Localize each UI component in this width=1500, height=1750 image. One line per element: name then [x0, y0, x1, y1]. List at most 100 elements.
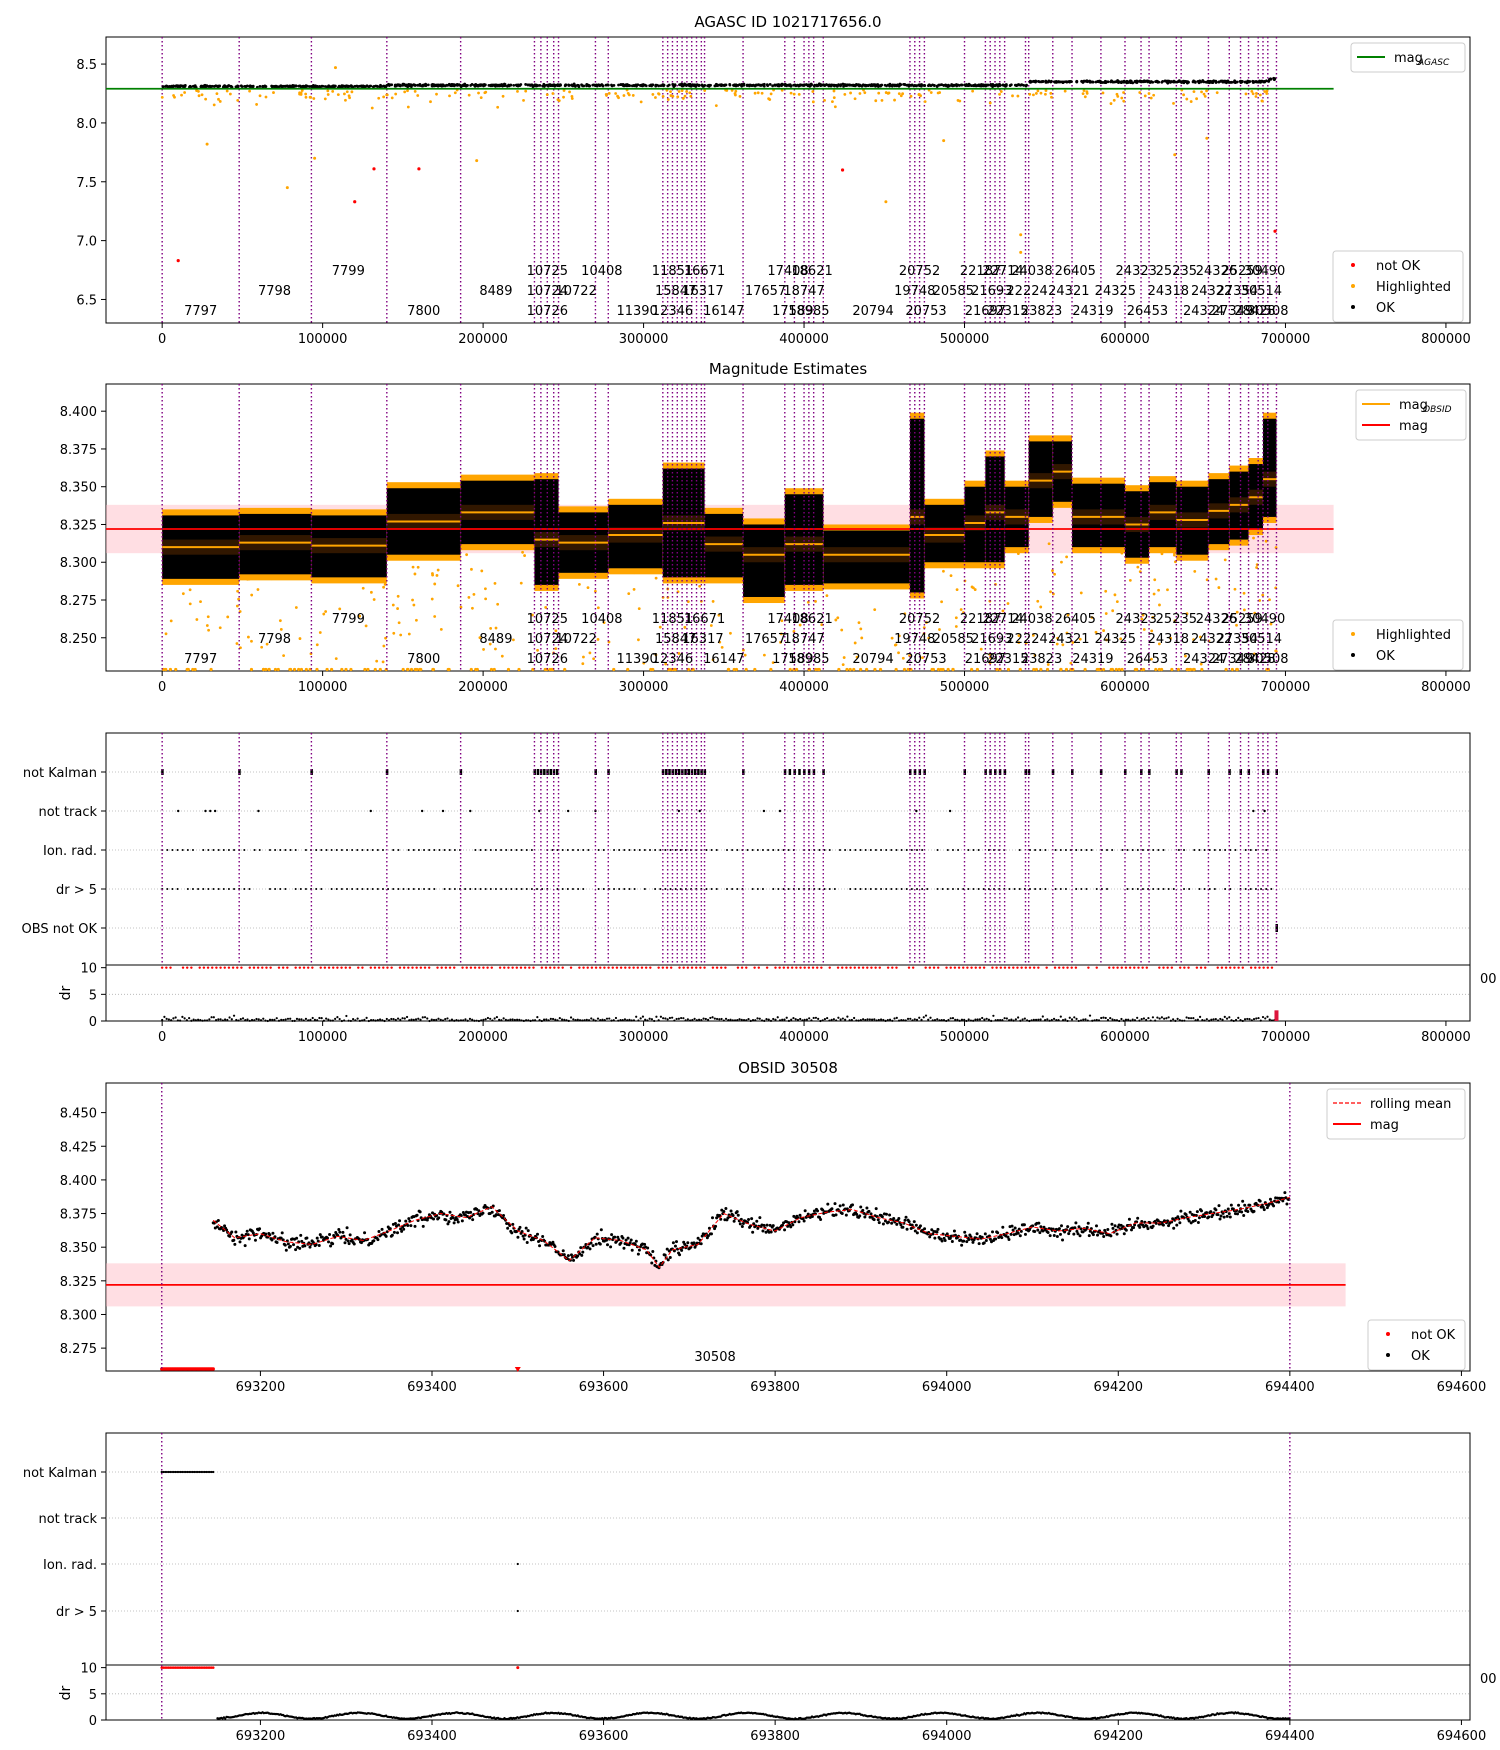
flag-mark: [613, 888, 616, 890]
highlighted-point: [1157, 588, 1160, 592]
highlighted-point: [954, 625, 958, 628]
obsid-label: 15847: [655, 284, 696, 299]
obsid-label: 30508: [694, 1350, 735, 1365]
dr-low-point: [446, 1017, 449, 1020]
dr-high-point: [1199, 966, 1203, 969]
flag-mark: [217, 849, 220, 851]
highlighted-point: [298, 91, 302, 95]
dr-low-point: [1207, 1019, 1211, 1022]
obsid-label: 7797: [184, 652, 217, 667]
ok-point: [315, 1236, 319, 1240]
highlighted-point: [858, 92, 862, 95]
highlighted-point: [899, 94, 903, 98]
obsid-label: 8489: [479, 632, 512, 647]
ok-point: [678, 1253, 682, 1257]
highlighted-point: [860, 636, 864, 640]
not-kalman-mark: [1266, 769, 1270, 775]
highlighted-point: [672, 667, 676, 672]
obsid-label: 20794: [852, 652, 893, 667]
flags-axes-frame: [105, 732, 1471, 966]
obsid-label: 22187: [960, 612, 1001, 627]
ok-point: [1072, 1232, 1076, 1236]
dr-low-point: [334, 1017, 337, 1021]
ok-point: [283, 1243, 287, 1247]
ok-point: [858, 83, 862, 87]
ok-point: [177, 84, 181, 88]
dr-low-point: [940, 1019, 943, 1022]
highlighted-point: [622, 94, 626, 97]
ok-point: [1096, 79, 1100, 83]
flag-mark: [772, 888, 775, 890]
flag-mark: [1136, 888, 1139, 890]
highlighted-point: [1172, 553, 1176, 557]
ok-point: [685, 84, 688, 87]
dr-low-point: [542, 1018, 546, 1021]
dr-low-point: [886, 1018, 889, 1022]
not-kalman-mark: [607, 769, 610, 775]
dr-y-tick-label: 10: [80, 962, 97, 977]
dr-low-point: [1120, 1017, 1123, 1021]
ok-point: [469, 1210, 473, 1214]
highlighted-point: [792, 92, 796, 96]
highlighted-point: [677, 90, 681, 93]
dr-low-point: [1246, 1017, 1249, 1021]
ok-point: [711, 1216, 715, 1220]
dr-high-point: [478, 966, 481, 969]
dr-low-point: [226, 1018, 229, 1022]
flag-mark: [1126, 888, 1129, 890]
dr-low-point: [999, 1018, 1002, 1022]
dr-high-point: [1112, 966, 1115, 969]
dr-high-point: [427, 966, 431, 969]
highlighted-point: [267, 667, 271, 672]
dr-low-point: [253, 1019, 256, 1022]
dr-low-point: [1084, 1018, 1087, 1021]
y-tick-label: 7.5: [76, 176, 97, 191]
dr-high-point: [1128, 966, 1132, 969]
flag-mark: [294, 849, 297, 851]
dr-low-point: [347, 1019, 350, 1022]
ok-point: [1058, 1232, 1062, 1236]
obsid-label: 24322: [1191, 632, 1232, 647]
flag-mark: [726, 888, 729, 890]
dr-low-point: [596, 1017, 600, 1020]
ok-point: [1013, 1226, 1017, 1230]
dr-high-point: [1074, 966, 1078, 969]
dr-low-point: [1057, 1019, 1060, 1022]
not-kalman-mark: [555, 769, 559, 775]
ok-point: [268, 1233, 272, 1237]
ok-point: [579, 1246, 583, 1250]
highlighted-point: [833, 105, 837, 109]
dr-high-point: [256, 966, 260, 969]
dr-low-point: [855, 1019, 858, 1022]
dr-low-point: [1059, 1015, 1062, 1018]
dr-low-point: [742, 1018, 746, 1022]
dr-high-point: [190, 966, 193, 969]
ok-point: [667, 83, 671, 87]
highlighted-point: [848, 667, 852, 672]
obsid-label: 25259: [1221, 612, 1262, 627]
ok-point: [672, 85, 676, 88]
ok-point: [905, 83, 909, 87]
highlighted-point: [845, 667, 849, 672]
flag-mark: [761, 849, 764, 851]
dr-low-point: [1017, 1016, 1020, 1019]
ok-point: [392, 1230, 396, 1234]
ok-point: [1052, 1234, 1056, 1238]
obsid-label: 26405: [1055, 612, 1096, 627]
dr-low-point: [1160, 1016, 1163, 1019]
not-track-mark: [441, 809, 445, 813]
flag-mark: [500, 849, 503, 851]
highlighted-point: [811, 100, 815, 104]
ok-point: [606, 1243, 610, 1247]
dr-low-point: [938, 1019, 941, 1022]
ok-point: [932, 84, 936, 88]
ok-point: [436, 84, 440, 88]
flag-mark: [330, 849, 333, 851]
highlighted-point: [411, 598, 414, 602]
highlighted-point: [685, 90, 689, 93]
highlighted-point: [894, 667, 898, 672]
dr-low-point: [978, 1018, 982, 1021]
highlighted-point: [859, 627, 863, 631]
highlighted-point: [1112, 98, 1116, 102]
dr-high-point: [649, 966, 652, 969]
